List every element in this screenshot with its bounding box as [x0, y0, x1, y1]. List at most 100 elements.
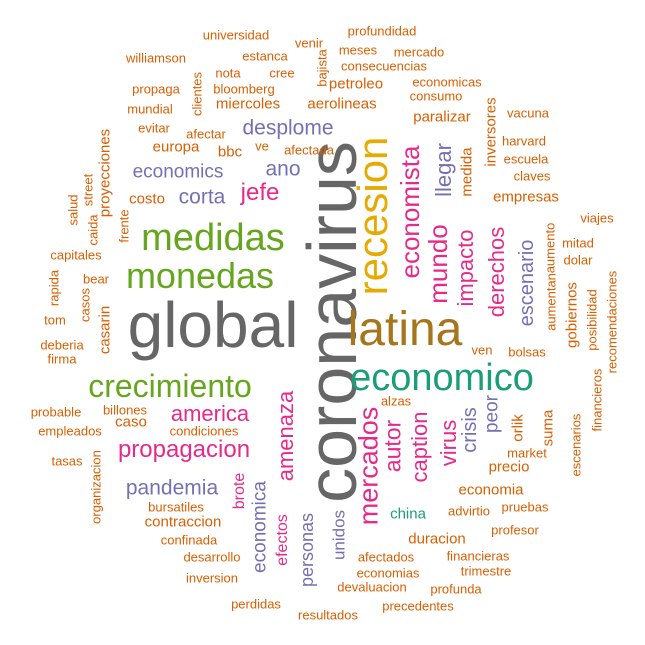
word-inversores: inversores [482, 97, 500, 167]
word-venir: venir [294, 35, 324, 51]
word-medida: medida [458, 147, 476, 197]
word-organizacion: organizacion [88, 450, 104, 524]
word-firma: firma [47, 351, 77, 367]
word-ano: ano [265, 157, 301, 181]
word-miercoles: miercoles [215, 95, 281, 113]
word-market: market [507, 445, 547, 461]
word-precio: precio [488, 458, 530, 476]
word-jefe: jefe [240, 179, 280, 206]
word-economia: economia [458, 481, 524, 499]
word-pruebas: pruebas [501, 499, 549, 515]
word-financieras: financieras [446, 548, 510, 564]
word-bear: bear [82, 271, 110, 287]
word-bursatiles: bursatiles [148, 499, 204, 515]
word-mundial: mundial [127, 101, 173, 117]
word-recesion: recesion [349, 136, 396, 296]
word-condiciones: condiciones [169, 423, 239, 439]
word-propaga: propaga [132, 81, 180, 97]
word-billones: billones [102, 402, 148, 418]
word-inversion: inversion [185, 570, 239, 586]
word-peor: peor [481, 394, 503, 434]
word-bolsas: bolsas [508, 344, 546, 360]
word-economicas: economicas [412, 74, 482, 90]
word-harvard: harvard [501, 133, 547, 149]
word-williamson: williamson [126, 50, 186, 66]
word-derechos: derechos [484, 226, 509, 318]
word-escuela: escuela [503, 151, 549, 167]
word-ve: ve [255, 138, 269, 154]
word-escenario: escenario [516, 239, 538, 327]
word-orlik: orlik [509, 414, 527, 442]
word-america: america [170, 401, 250, 426]
word-aumento: aumento [542, 222, 558, 274]
word-unidos: unidos [329, 509, 349, 561]
word-brote: brote [231, 472, 248, 510]
word-petroleo: petroleo [328, 75, 384, 93]
word-efectos: efectos [274, 514, 291, 566]
word-crecimiento: crecimiento [88, 368, 252, 404]
word-trimestre: trimestre [460, 563, 512, 579]
word-street: street [80, 173, 96, 207]
word-profundidad: profundidad [347, 23, 417, 39]
word-escenarios: escenarios [568, 413, 584, 477]
word-frente: frente [116, 209, 132, 243]
word-afectados: afectados [357, 549, 415, 565]
word-probable: probable [30, 404, 82, 420]
word-capitales: capitales [50, 247, 102, 263]
word-desplome: desplome [242, 116, 334, 140]
word-paralizar: paralizar [413, 108, 471, 126]
word-europa: europa [152, 138, 200, 156]
word-personas: personas [297, 512, 317, 588]
word-alzas: alzas [380, 393, 412, 409]
word-economico: economico [350, 357, 534, 399]
word-latina: latina [347, 303, 463, 356]
word-vacuna: vacuna [507, 105, 549, 121]
word-corta: corta [178, 185, 226, 209]
word-deberia: deberia [40, 337, 84, 353]
word-medidas: medidas [141, 217, 285, 259]
word-viajes: viajes [580, 210, 614, 226]
word-aumentan: aumentan [543, 273, 559, 331]
word-claves: claves [513, 168, 551, 184]
word-caso: caso [115, 413, 147, 431]
word-crisis: crisis [459, 407, 481, 453]
word-costo: costo [129, 190, 165, 208]
word-recomendaciones: recomendaciones [604, 270, 620, 374]
word-universidad: universidad [202, 27, 270, 43]
word-suma: suma [539, 409, 557, 447]
word-clientes: clientes [189, 71, 205, 117]
word-aerolineas: aerolineas [307, 95, 377, 113]
word-bajista: bajista [314, 49, 330, 87]
word-contraccion: contraccion [144, 513, 222, 531]
word-mitad: mitad [562, 235, 594, 251]
word-posibilidad: posibilidad [584, 289, 600, 351]
word-perdidas: perdidas [231, 596, 281, 612]
word-afectada: afectada [284, 142, 334, 158]
word-empleados: empleados [38, 423, 102, 439]
word-evitar: evitar [138, 120, 170, 136]
word-china: china [390, 505, 426, 523]
word-bloomberg: bloomberg [213, 81, 275, 97]
word-economias: economias [356, 565, 420, 581]
word-proyecciones: proyecciones [96, 128, 114, 218]
word-llegar: llegar [431, 143, 456, 197]
word-tom: tom [44, 312, 66, 328]
word-profesor: profesor [491, 522, 539, 538]
word-ven: ven [471, 342, 493, 358]
word-mercados: mercados [353, 406, 384, 526]
word-autor: autor [379, 419, 406, 473]
word-confinada: confinada [160, 532, 218, 548]
word-caption: caption [407, 411, 432, 483]
word-rapida: rapida [46, 269, 62, 307]
word-precedentes: precedentes [382, 598, 454, 614]
word-salud: salud [65, 194, 81, 226]
word-impacto: impacto [453, 229, 478, 307]
word-economista: economista [395, 145, 425, 279]
word-duracion: duracion [408, 530, 466, 548]
word-mercado: mercado [393, 44, 445, 60]
word-meses: meses [338, 42, 378, 58]
word-empresas: empresas [493, 188, 559, 206]
word-mundo: mundo [423, 224, 453, 304]
word-consumo: consumo [409, 88, 463, 104]
